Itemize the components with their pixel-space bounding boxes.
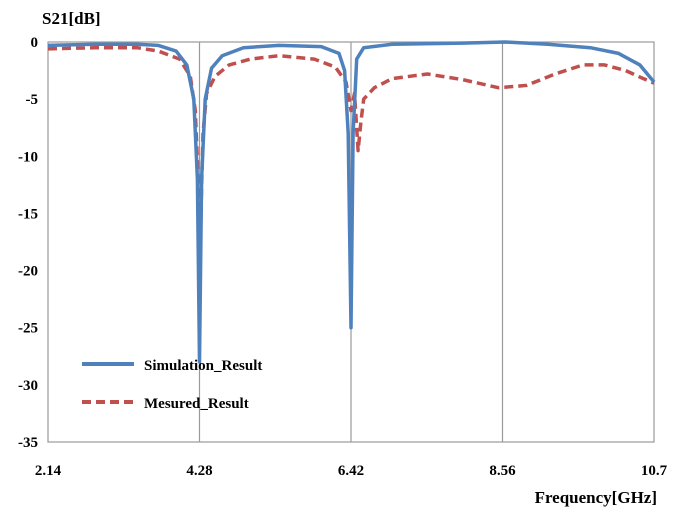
legend-label-measured: Mesured_Result xyxy=(144,396,249,412)
x-axis-title: Frequency[GHz] xyxy=(535,488,657,507)
y-tick-label: 0 xyxy=(31,35,39,51)
y-tick-label: -30 xyxy=(18,378,38,394)
series-layer xyxy=(47,40,656,364)
series-line-simulation-result xyxy=(47,40,656,364)
y-tick-label: -15 xyxy=(18,206,38,222)
y-tick-label: -35 xyxy=(18,435,38,451)
y-axis-title: S21[dB] xyxy=(42,9,101,28)
y-tick-label: -20 xyxy=(18,264,38,280)
y-tick-label: -5 xyxy=(26,92,39,108)
y-tick-label: -25 xyxy=(18,321,38,337)
y-tick-labels: 0 -5 -10 -15 -20 -25 -30 -35 xyxy=(18,35,38,451)
x-tick-label: 2.14 xyxy=(35,463,62,479)
y-tick-label: -10 xyxy=(18,149,38,165)
x-tick-label: 10.7 xyxy=(641,463,668,479)
x-tick-label: 6.42 xyxy=(338,463,364,479)
legend-label-simulation: Simulation_Result xyxy=(144,358,262,374)
legend: Simulation_Result Mesured_Result xyxy=(82,358,262,412)
x-tick-labels: 2.14 4.28 6.42 8.56 10.7 xyxy=(35,463,668,479)
x-tick-label: 8.56 xyxy=(489,463,516,479)
x-tick-label: 4.28 xyxy=(186,463,212,479)
